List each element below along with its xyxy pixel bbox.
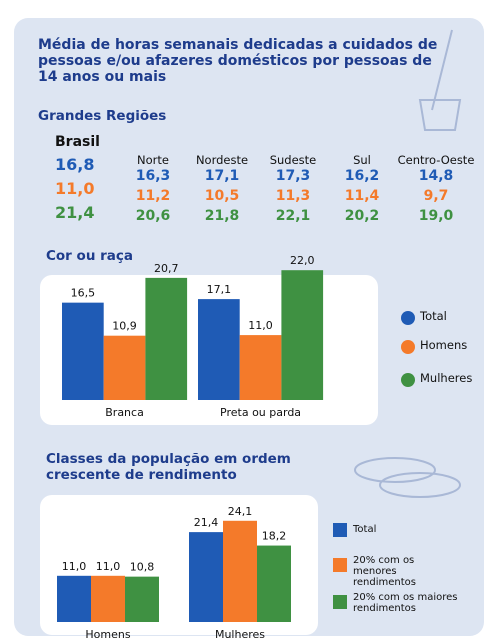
bar: [239, 335, 282, 400]
region-value: 11,0: [55, 179, 95, 198]
bar: [57, 575, 91, 622]
region-value: 11,4: [344, 188, 380, 204]
region-value: 20,2: [344, 208, 380, 224]
region-value: 11,2: [135, 188, 171, 204]
region-value: 11,3: [275, 188, 311, 204]
region-value: 21,8: [204, 208, 240, 224]
bar: [125, 576, 159, 622]
legend-marker: [333, 558, 347, 572]
legend-marker: [401, 311, 415, 325]
legend-marker: [333, 595, 347, 609]
section-heading: Cor ou raça: [46, 248, 134, 264]
legend-marker: [401, 340, 415, 354]
region-value: 10,5: [204, 188, 240, 204]
region-value: 16,8: [55, 155, 95, 174]
title: Média de horas semanais dedicadas a cuid…: [38, 37, 438, 85]
legend-label: Total: [353, 524, 377, 535]
bar: [198, 299, 240, 400]
bar: [103, 335, 146, 400]
region-value: 17,1: [204, 168, 240, 184]
data-label: 21,4: [194, 516, 219, 529]
data-label: 20,7: [154, 262, 179, 275]
region-name: Sul: [353, 153, 371, 167]
data-label: 16,5: [71, 287, 96, 300]
region-value: 17,3: [275, 168, 311, 184]
region-name: Centro-Oeste: [397, 153, 475, 167]
region-name: Sudeste: [269, 153, 317, 167]
region-value: 19,0: [418, 208, 454, 224]
x-tick-label: Branca: [105, 406, 144, 419]
legend-label: Homens: [420, 338, 468, 352]
bar: [62, 302, 104, 400]
region-value: 16,2: [344, 168, 380, 184]
data-label: 11,0: [248, 319, 273, 332]
legend-marker: [401, 373, 415, 387]
legend-label: 20% com os menores rendimentos: [353, 555, 416, 588]
bar: [257, 545, 291, 622]
bar: [91, 575, 125, 622]
region-value: 22,1: [275, 208, 311, 224]
section-heading: Grandes Regiões: [38, 108, 167, 124]
region-name: Norte: [137, 153, 169, 167]
region-value: 14,8: [418, 168, 454, 184]
data-label: 10,9: [112, 320, 137, 333]
region-value: 16,3: [135, 168, 171, 184]
bar: [281, 270, 324, 400]
bar: [223, 520, 257, 622]
region-value: 9,7: [423, 188, 449, 204]
bar: [145, 277, 188, 400]
region-name: Nordeste: [195, 153, 249, 167]
data-label: 18,2: [262, 530, 287, 543]
x-tick-label: Homens: [85, 628, 130, 641]
legend-marker: [333, 523, 347, 537]
legend-label: Mulheres: [420, 371, 473, 385]
x-tick-label: Mulheres: [215, 628, 265, 641]
section-heading: Classes da população em ordem crescente …: [46, 451, 291, 483]
x-tick-label: Preta ou parda: [220, 406, 301, 419]
legend-label: 20% com os maiores rendimentos: [353, 592, 458, 614]
data-label: 10,8: [130, 561, 155, 574]
decor: [354, 29, 462, 498]
data-label: 11,0: [96, 560, 121, 573]
region-name: Brasil: [55, 134, 100, 150]
region-value: 21,4: [55, 203, 95, 222]
data-label: 22,0: [290, 254, 315, 267]
data-label: 24,1: [228, 505, 253, 518]
data-label: 11,0: [62, 560, 87, 573]
legend-label: Total: [420, 309, 447, 323]
bar: [189, 532, 223, 622]
data-label: 17,1: [207, 283, 232, 296]
region-value: 20,6: [135, 208, 171, 224]
